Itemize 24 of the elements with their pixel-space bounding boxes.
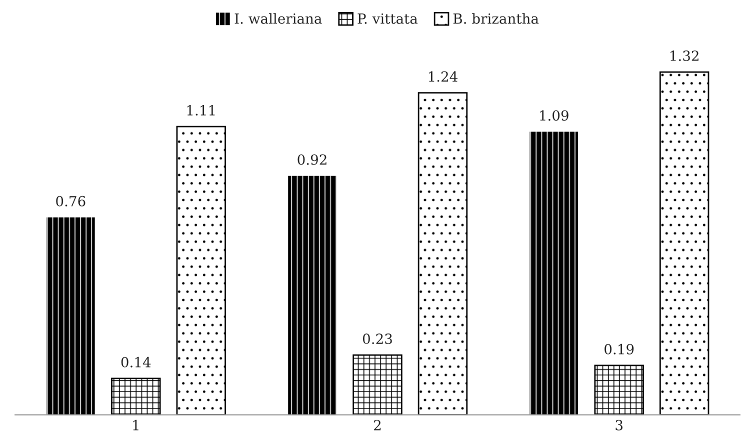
bar xyxy=(530,132,578,415)
bar xyxy=(176,126,226,415)
data-label: 0.92 xyxy=(298,154,326,165)
x-tick-label: 2 xyxy=(374,420,381,430)
legend-label: P. vittata xyxy=(358,13,418,24)
data-label: 0.19 xyxy=(604,344,634,354)
data-label: 1.24 xyxy=(428,71,458,82)
bar xyxy=(288,176,336,415)
data-label: 1.09 xyxy=(540,110,568,121)
bar xyxy=(418,92,468,415)
x-tick-label: 1 xyxy=(133,420,138,430)
data-label: 0.14 xyxy=(121,356,151,368)
bar xyxy=(111,378,161,415)
x-tick-label: 3 xyxy=(616,420,622,430)
bar xyxy=(659,71,710,415)
legend-label: B. brizantha xyxy=(453,13,539,24)
bar xyxy=(594,364,644,415)
data-label: 1.32 xyxy=(670,50,698,61)
data-label: 0.76 xyxy=(56,196,86,206)
bar xyxy=(352,354,402,415)
legend-label: I. walleriana xyxy=(234,13,322,24)
bar xyxy=(46,217,95,415)
data-label: 1.11 xyxy=(187,105,215,116)
data-label: 0.23 xyxy=(362,334,392,344)
